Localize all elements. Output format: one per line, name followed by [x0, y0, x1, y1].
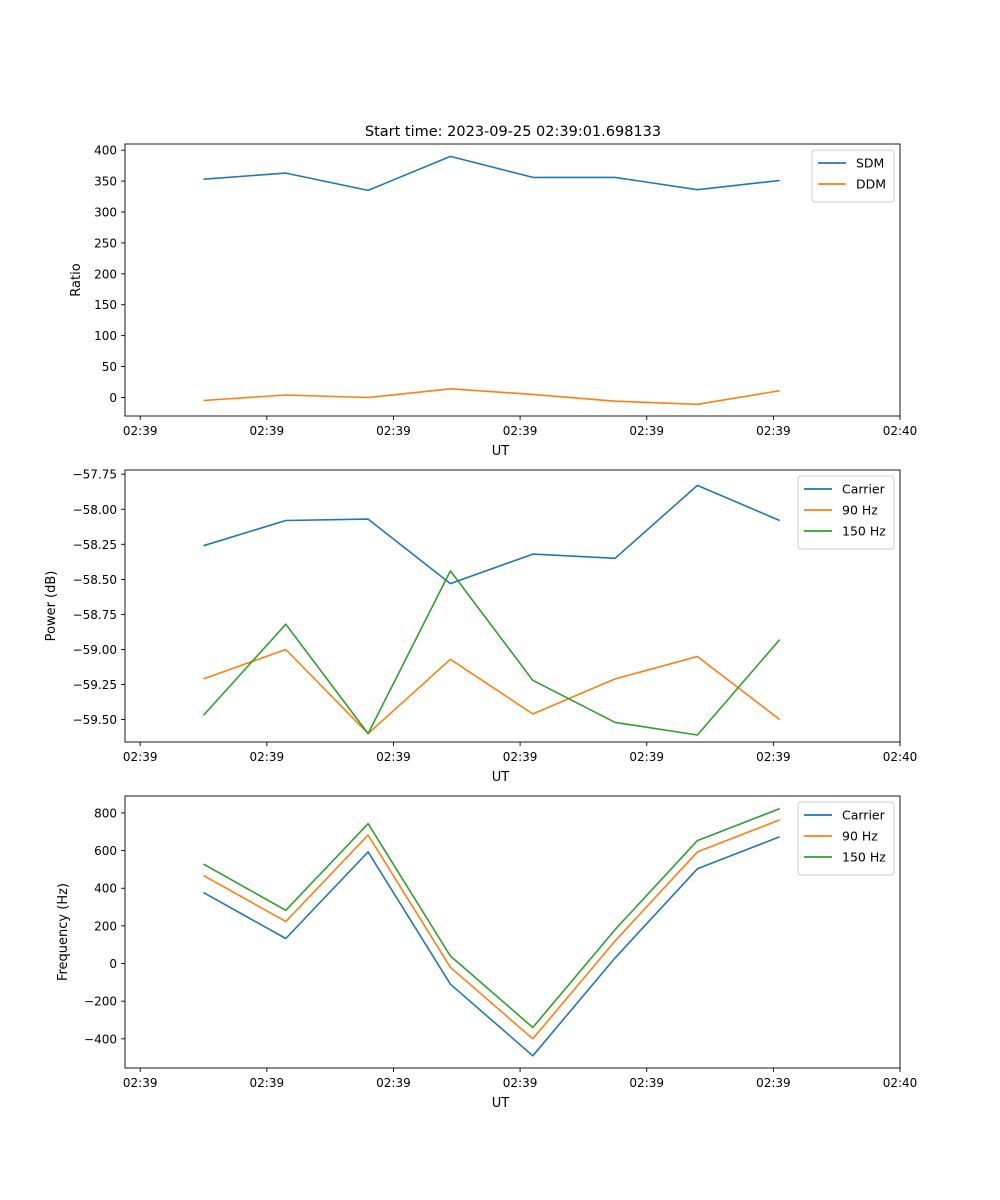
chart-1-legend-label: 150 Hz: [842, 524, 886, 539]
chart-0-legend-label: SDM: [856, 156, 884, 171]
chart-1-x-tick-label: 02:39: [756, 750, 791, 764]
chart-2-y-tick-label: 0: [109, 957, 117, 971]
chart-1-x-tick-label: 02:39: [503, 750, 538, 764]
chart-0-series-line-sdm: [203, 155, 780, 192]
chart-2-x-tick-label: 02:39: [250, 1076, 285, 1090]
chart-1-x-tick-label: 02:39: [250, 750, 285, 764]
chart-0-y-axis-label: Ratio: [69, 263, 84, 296]
chart-0-y-tick-label: 250: [94, 236, 117, 250]
chart-1-series-line-150-hz: [202, 570, 781, 736]
chart-2-y-tick-label: 200: [94, 919, 117, 933]
chart-1-axes-frame: [124, 469, 901, 743]
chart-2-y-tick-label: 800: [94, 806, 117, 820]
chart-2-y-tick-label: −200: [84, 995, 117, 1009]
chart-0-x-tick-label: 02:39: [756, 424, 791, 438]
ratio-panel: 02:39 02:39 02:39 02:39 02:39 02:39 02:40 0 50 10…: [69, 143, 918, 459]
chart-1-series-line-90-hz: [203, 648, 781, 735]
chart-1-y-tick-label: −57.75: [73, 468, 117, 482]
chart-2-series-line-carrier: [203, 836, 780, 1057]
chart-0-y-tick-label: 150: [94, 298, 117, 312]
chart-2-y-axis-label: Frequency (Hz): [56, 883, 71, 981]
chart-1-y-tick-label: −58.00: [73, 503, 117, 517]
chart-2-x-tick-label: 02:39: [629, 1076, 664, 1090]
chart-2-legend-label: Carrier: [842, 808, 886, 823]
chart-1-series-line-carrier: [203, 484, 781, 585]
chart-0-x-tick-label: 02:39: [503, 424, 538, 438]
chart-1-y-tick-label: −59.50: [73, 713, 117, 727]
chart-0-series-line-ddm: [203, 387, 780, 406]
chart-1-y-tick-label: −58.75: [73, 608, 117, 622]
chart-1-y-tick-label: −59.00: [73, 643, 117, 657]
chart-1-y-tick-label: −58.25: [73, 538, 117, 552]
chart-1-x-tick-label: 02:39: [629, 750, 664, 764]
chart-2-x-tick-label: 02:39: [756, 1076, 791, 1090]
power-panel: 02:39 02:39 02:39 02:39 02:39 02:39 02:40 −59.5…: [44, 468, 917, 785]
chart-1-legend-label: Carrier: [842, 482, 886, 497]
chart-0-y-tick-label: 300: [94, 206, 117, 220]
chart-2-x-tick-label: 02:39: [376, 1076, 411, 1090]
chart-2-axes-frame: [124, 795, 901, 1069]
chart-2-y-tick-label: 600: [94, 844, 117, 858]
figure-title: Start time: 2023-09-25 02:39:01.698133: [365, 124, 661, 140]
chart-2-series-line-90-hz: [203, 819, 780, 1040]
chart-2-y-tick-label: −400: [84, 1032, 117, 1046]
chart-2-x-tick-label: 02:39: [123, 1076, 158, 1090]
chart-0-y-tick-label: 100: [94, 329, 117, 343]
chart-0-x-tick-label: 02:39: [123, 424, 158, 438]
chart-1-x-tick-label: 02:39: [123, 750, 158, 764]
chart-0-y-tick-label: 350: [94, 175, 117, 189]
chart-2-x-tick-label: 02:39: [503, 1076, 538, 1090]
chart-1-legend-label: 90 Hz: [842, 503, 878, 518]
frequency-panel: 02:39 02:39 02:39 02:39 02:39 02:39 02:40 −400 −…: [56, 795, 918, 1111]
chart-0-axes-frame: [124, 143, 901, 417]
chart-0-x-tick-label: 02:39: [376, 424, 411, 438]
chart-2-x-tick-label: 02:40: [883, 1076, 918, 1090]
chart-0-x-axis-label: UT: [492, 444, 510, 459]
chart-1-x-axis-label: UT: [492, 770, 510, 785]
chart-0-x-tick-label: 02:40: [883, 424, 918, 438]
chart-1-x-tick-label: 02:39: [376, 750, 411, 764]
chart-0-y-tick-label: 50: [102, 360, 117, 374]
chart-1-y-tick-label: −59.25: [73, 678, 117, 692]
chart-0-x-tick-label: 02:39: [629, 424, 664, 438]
chart-1-x-tick-label: 02:40: [883, 750, 918, 764]
chart-1-y-tick-label: −58.50: [73, 573, 117, 587]
chart-2-legend-label: 90 Hz: [842, 829, 878, 844]
chart-2-series-line-150-hz: [203, 807, 780, 1029]
chart-0-legend-label: DDM: [856, 177, 886, 192]
chart-0-y-tick-label: 0: [109, 391, 117, 405]
chart-0-y-tick-label: 200: [94, 267, 117, 281]
chart-1-y-axis-label: Power (dB): [44, 571, 59, 642]
chart-0-x-tick-label: 02:39: [250, 424, 285, 438]
chart-2-legend-label: 150 Hz: [842, 850, 886, 865]
chart-2-y-tick-label: 400: [94, 882, 117, 896]
chart-2-x-axis-label: UT: [492, 1096, 510, 1111]
chart-0-y-tick-label: 400: [94, 144, 117, 158]
